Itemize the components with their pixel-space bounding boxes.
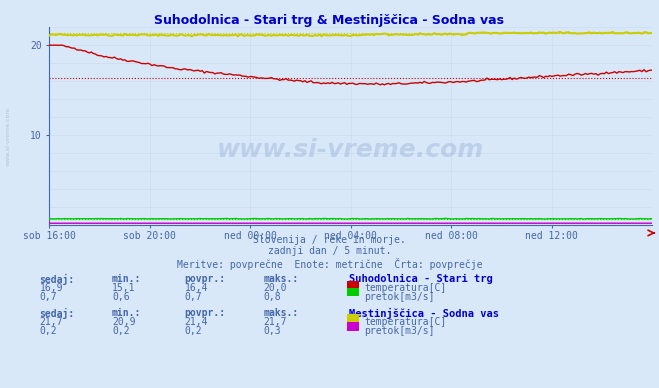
Text: pretok[m3/s]: pretok[m3/s] (364, 292, 435, 302)
Text: Slovenija / reke in morje.: Slovenija / reke in morje. (253, 235, 406, 245)
Text: 0,7: 0,7 (185, 292, 202, 302)
Text: 0,6: 0,6 (112, 292, 130, 302)
Text: maks.:: maks.: (264, 274, 299, 284)
Text: 15,1: 15,1 (112, 283, 136, 293)
Text: temperatura[C]: temperatura[C] (364, 283, 447, 293)
Text: 20,9: 20,9 (112, 317, 136, 327)
Text: www.si-vreme.com: www.si-vreme.com (217, 138, 484, 162)
Text: 20,0: 20,0 (264, 283, 287, 293)
Text: 16,4: 16,4 (185, 283, 208, 293)
Text: 0,2: 0,2 (112, 326, 130, 336)
Text: temperatura[C]: temperatura[C] (364, 317, 447, 327)
Text: 0,2: 0,2 (185, 326, 202, 336)
Text: povpr.:: povpr.: (185, 308, 225, 319)
Text: Meritve: povprečne  Enote: metrične  Črta: povprečje: Meritve: povprečne Enote: metrične Črta:… (177, 258, 482, 270)
Text: 21,4: 21,4 (185, 317, 208, 327)
Text: povpr.:: povpr.: (185, 274, 225, 284)
Text: 21,7: 21,7 (264, 317, 287, 327)
Text: www.si-vreme.com: www.si-vreme.com (5, 106, 11, 166)
Text: maks.:: maks.: (264, 308, 299, 319)
Text: Mestinjščica - Sodna vas: Mestinjščica - Sodna vas (349, 308, 500, 319)
Text: zadnji dan / 5 minut.: zadnji dan / 5 minut. (268, 246, 391, 256)
Text: sedaj:: sedaj: (40, 274, 74, 284)
Text: Suhodolnica - Stari trg & Mestinjščica - Sodna vas: Suhodolnica - Stari trg & Mestinjščica -… (154, 14, 505, 27)
Text: 0,2: 0,2 (40, 326, 57, 336)
Text: min.:: min.: (112, 274, 142, 284)
Text: 0,3: 0,3 (264, 326, 281, 336)
Text: 0,7: 0,7 (40, 292, 57, 302)
Text: min.:: min.: (112, 308, 142, 319)
Text: 21,7: 21,7 (40, 317, 63, 327)
Text: 0,8: 0,8 (264, 292, 281, 302)
Text: pretok[m3/s]: pretok[m3/s] (364, 326, 435, 336)
Text: sedaj:: sedaj: (40, 308, 74, 319)
Text: 16,9: 16,9 (40, 283, 63, 293)
Text: Suhodolnica - Stari trg: Suhodolnica - Stari trg (349, 274, 493, 284)
